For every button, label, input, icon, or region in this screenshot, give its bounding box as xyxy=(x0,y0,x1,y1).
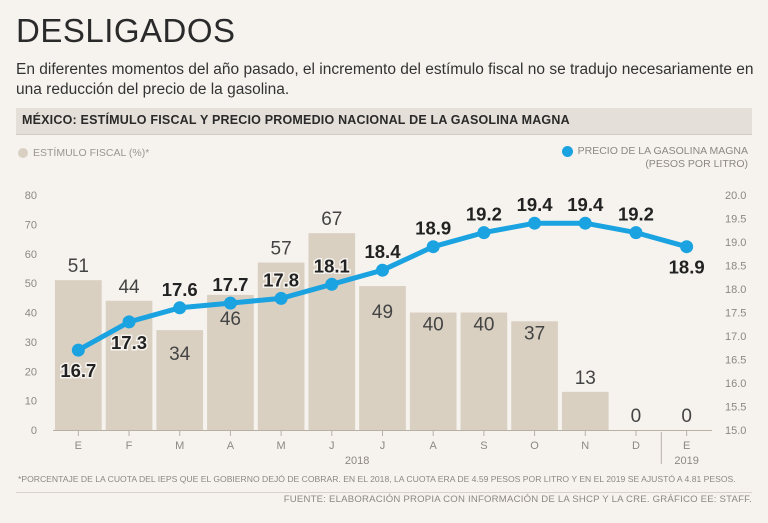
y-right-tick-label: 15.0 xyxy=(725,425,746,437)
bar xyxy=(460,312,508,430)
y-right-tick-label: 19.0 xyxy=(725,237,746,249)
page-subtitle: En diferentes momentos del año pasado, e… xyxy=(16,61,754,98)
price-point xyxy=(223,296,237,310)
chart-banner: MÉXICO: ESTÍMULO FISCAL Y PRECIO PROMEDI… xyxy=(16,108,752,135)
y-right-tick-label: 16.0 xyxy=(725,378,746,390)
year-label: 2019 xyxy=(674,455,698,467)
x-tick-label: M xyxy=(175,440,184,452)
bar-value-label: 51 xyxy=(68,256,89,277)
x-tick-label: F xyxy=(126,440,133,452)
price-value-label: 17.6 xyxy=(162,279,198,300)
bar xyxy=(257,262,305,430)
legend-line-swatch xyxy=(561,146,573,157)
y-left-tick-label: 60 xyxy=(25,249,37,261)
price-point xyxy=(376,263,389,277)
y-right-tick-label: 17.0 xyxy=(725,331,746,343)
y-left-tick-label: 10 xyxy=(25,396,37,408)
price-point xyxy=(274,291,288,305)
legend-line: PRECIO DE LA GASOLINA MAGNA (PESOS POR L… xyxy=(561,145,748,171)
price-point xyxy=(173,301,187,315)
price-value-label: 18.1 xyxy=(314,255,350,276)
legend-bar-swatch xyxy=(18,148,28,158)
bar-value-label: 40 xyxy=(423,315,444,336)
price-value-label: 17.3 xyxy=(111,332,147,353)
price-point xyxy=(122,315,136,329)
x-tick-label: J xyxy=(329,440,335,452)
x-tick-label: D xyxy=(632,440,640,452)
bar-value-label: 34 xyxy=(169,344,191,365)
bar-value-label: 49 xyxy=(372,302,393,323)
y-right-tick-label: 18.5 xyxy=(725,261,746,273)
y-left-tick-label: 80 xyxy=(25,190,37,202)
y-left-tick-label: 30 xyxy=(25,337,37,349)
bar xyxy=(156,330,204,430)
legend-bar-label: ESTÍMULO FISCAL (%)* xyxy=(33,147,150,159)
x-tick-label: M xyxy=(277,440,286,452)
bar xyxy=(511,321,558,430)
footnote: *PORCENTAJE DE LA CUOTA DEL IEPS QUE EL … xyxy=(18,474,736,484)
y-left-tick-label: 70 xyxy=(25,219,37,231)
price-point xyxy=(578,216,592,230)
y-right-tick-label: 19.5 xyxy=(725,214,746,226)
price-value-label: 18.4 xyxy=(364,241,401,262)
x-tick-label: A xyxy=(430,440,438,452)
x-tick-label: J xyxy=(380,440,386,452)
y-right-tick-label: 20.0 xyxy=(725,190,746,202)
y-left-tick-label: 20 xyxy=(25,366,37,378)
price-point xyxy=(528,216,542,230)
price-value-label: 19.2 xyxy=(618,204,654,225)
price-value-label: 16.7 xyxy=(60,360,96,381)
x-tick-label: S xyxy=(480,440,487,452)
price-value-label: 19.4 xyxy=(517,194,554,215)
bar-value-label: 37 xyxy=(524,323,545,344)
page-title: DESLIGADOS xyxy=(16,12,236,49)
bar-value-label: 46 xyxy=(220,309,241,330)
price-point xyxy=(71,343,85,357)
price-point xyxy=(477,226,491,240)
x-tick-label: O xyxy=(530,440,539,452)
bar xyxy=(561,391,609,430)
bar xyxy=(359,286,406,430)
bar-value-label: 13 xyxy=(575,368,596,389)
legend-line-unit: (PESOS POR LITRO) xyxy=(645,158,748,170)
y-left-tick-label: 40 xyxy=(25,308,37,320)
x-tick-label: A xyxy=(227,440,235,452)
legend-line-label: PRECIO DE LA GASOLINA MAGNA xyxy=(577,145,748,157)
bar xyxy=(207,294,254,430)
y-right-tick-label: 18.0 xyxy=(725,284,746,296)
price-point xyxy=(325,277,339,291)
bar-value-label: 44 xyxy=(118,277,140,298)
chart-banner-label: MÉXICO: ESTÍMULO FISCAL Y PRECIO PROMEDI… xyxy=(22,113,570,127)
x-tick-label: E xyxy=(75,440,82,452)
y-right-tick-label: 15.5 xyxy=(725,402,746,414)
price-value-label: 17.8 xyxy=(263,269,299,290)
bar-value-label: 67 xyxy=(321,209,342,230)
y-left-tick-label: 0 xyxy=(31,425,37,437)
bar xyxy=(308,233,356,430)
price-point xyxy=(629,226,643,240)
bar xyxy=(409,312,457,430)
price-value-label: 19.4 xyxy=(567,194,604,215)
y-left-tick-label: 50 xyxy=(25,278,37,290)
year-label: 2018 xyxy=(345,455,369,467)
source-divider xyxy=(16,492,752,493)
legend-bars: ESTÍMULO FISCAL (%)* xyxy=(18,147,149,159)
price-value-label: 18.9 xyxy=(669,257,705,278)
price-value-label: 19.2 xyxy=(466,204,502,225)
price-value-label: 17.7 xyxy=(212,274,248,295)
bar-value-label: 40 xyxy=(473,315,494,336)
bar-value-label: 57 xyxy=(271,239,292,260)
bar-value-label: 0 xyxy=(681,406,692,427)
price-value-label: 18.9 xyxy=(415,218,451,239)
x-tick-label: E xyxy=(683,440,690,452)
bar-value-label: 0 xyxy=(631,406,642,427)
source-note: FUENTE: ELABORACIÓN PROPIA CON INFORMACI… xyxy=(283,494,752,505)
price-point xyxy=(426,240,440,254)
x-tick-label: N xyxy=(581,440,589,452)
y-right-tick-label: 17.5 xyxy=(725,308,746,320)
y-right-tick-label: 16.5 xyxy=(725,355,746,367)
price-point xyxy=(680,240,694,254)
